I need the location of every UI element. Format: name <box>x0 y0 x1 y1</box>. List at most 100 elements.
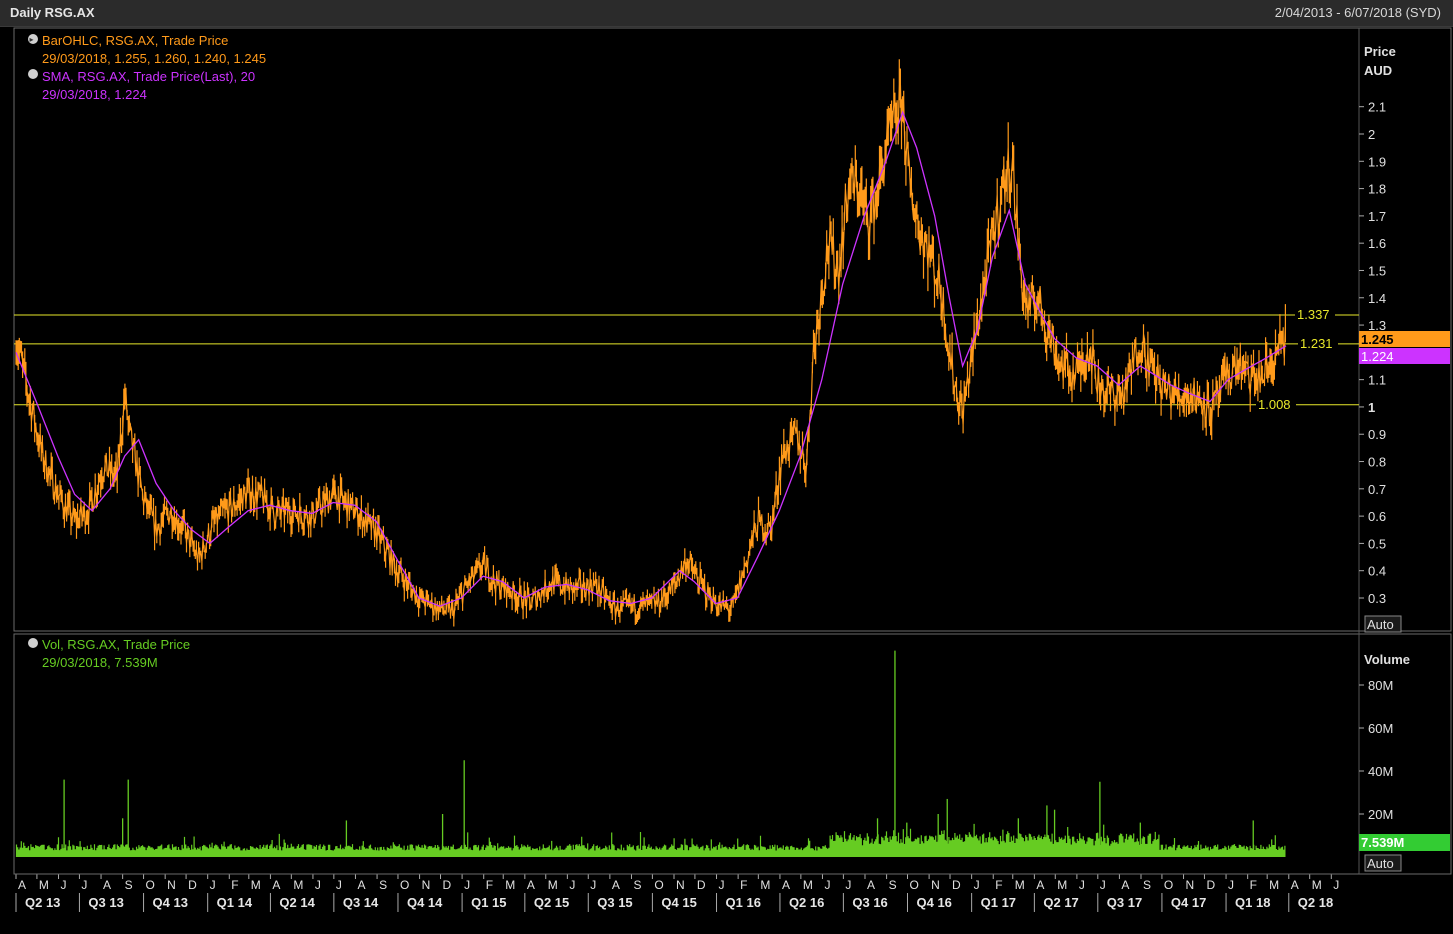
quarter-tick-label: Q4 14 <box>407 895 443 910</box>
month-tick-label: J <box>1333 878 1339 892</box>
quarter-tick-label: Q3 15 <box>597 895 632 910</box>
hline-label-1: 1.231 <box>1300 336 1333 351</box>
month-tick-label: A <box>357 878 365 892</box>
price-tick-label: 0.8 <box>1368 455 1386 470</box>
quarter-tick-label: Q4 15 <box>661 895 696 910</box>
month-tick-label: J <box>1100 878 1106 892</box>
ohlc-legend-icon[interactable] <box>28 34 38 44</box>
month-tick-label: M <box>293 878 303 892</box>
month-tick-label: O <box>400 878 409 892</box>
month-tick-label: J <box>845 878 851 892</box>
price-tick-label: 1.6 <box>1368 236 1386 251</box>
quarter-tick-label: Q4 13 <box>153 895 188 910</box>
month-tick-label: N <box>167 878 176 892</box>
price-tick-label: 0.5 <box>1368 536 1386 551</box>
quarter-tick-label: Q1 16 <box>726 895 761 910</box>
quarter-tick-label: Q3 14 <box>343 895 379 910</box>
vol-legend-label: Vol, RSG.AX, Trade Price <box>42 637 190 652</box>
month-tick-label: M <box>251 878 261 892</box>
month-tick-label: A <box>612 878 620 892</box>
month-tick-label: J <box>81 878 87 892</box>
last-sma-badge-text: 1.224 <box>1361 349 1394 364</box>
hline-label-0: 1.337 <box>1297 307 1330 322</box>
month-tick-label: N <box>1186 878 1195 892</box>
volume-axis-ticks: 20M 40M 60M 80M <box>1359 678 1393 822</box>
month-tick-label: M <box>760 878 770 892</box>
quarter-tick-label: Q4 17 <box>1171 895 1206 910</box>
month-tick-label: J <box>590 878 596 892</box>
title-bar: Daily RSG.AX 2/04/2013 - 6/07/2018 (SYD) <box>0 0 1453 27</box>
month-tick-label: A <box>782 878 790 892</box>
quarter-tick-label: Q3 16 <box>852 895 887 910</box>
price-pane <box>13 27 1452 632</box>
price-axis-unit: AUD <box>1364 63 1392 78</box>
month-tick-label: J <box>974 878 980 892</box>
month-tick-label: S <box>379 878 387 892</box>
sma-legend-values: 29/03/2018, 1.224 <box>42 87 147 102</box>
month-tick-label: A <box>1291 878 1299 892</box>
price-auto-label: Auto <box>1367 617 1394 632</box>
vol-legend-values: 29/03/2018, 7.539M <box>42 655 158 670</box>
price-tick-label: 2 <box>1368 127 1375 142</box>
quarter-tick-label: Q1 18 <box>1235 895 1270 910</box>
date-range: 2/04/2013 - 6/07/2018 (SYD) <box>1274 5 1441 20</box>
price-tick-label: 1 <box>1368 400 1375 415</box>
month-tick-label: J <box>336 878 342 892</box>
month-tick-label: M <box>548 878 558 892</box>
volume-auto-label: Auto <box>1367 856 1394 871</box>
ohlc-legend-values: 29/03/2018, 1.255, 1.260, 1.240, 1.245 <box>42 51 266 66</box>
price-tick-label: 1.9 <box>1368 154 1386 169</box>
quarter-tick-label: Q2 18 <box>1298 895 1333 910</box>
month-tick-label: F <box>1250 878 1257 892</box>
quarter-tick-label: Q1 15 <box>471 895 506 910</box>
quarter-tick-label: Q4 16 <box>917 895 952 910</box>
volume-series <box>15 650 1286 857</box>
quarter-tick-label: Q3 13 <box>88 895 123 910</box>
month-tick-label: A <box>867 878 875 892</box>
month-tick-label: S <box>633 878 641 892</box>
price-volume-chart[interactable]: 1.337 1.231 1.008 0.3 0.4 0.5 0.6 0.7 0.8 0.9 1 1.… <box>0 26 1453 934</box>
sma-line <box>15 110 1287 607</box>
volume-tick-label: 40M <box>1368 764 1393 779</box>
price-tick-label: 1.5 <box>1368 263 1386 278</box>
vol-legend-icon[interactable] <box>28 638 38 648</box>
quarter-tick-label: Q1 17 <box>981 895 1016 910</box>
quarter-tick-label: Q2 14 <box>279 895 315 910</box>
month-tick-label: J <box>569 878 575 892</box>
price-tick-label: 1.8 <box>1368 182 1386 197</box>
volume-axis-title: Volume <box>1364 652 1410 667</box>
quarter-tick-label: Q2 15 <box>534 895 569 910</box>
month-tick-label: M <box>1057 878 1067 892</box>
last-price-badge-text: 1.245 <box>1361 332 1394 347</box>
month-tick-label: J <box>1079 878 1085 892</box>
price-tick-label: 0.7 <box>1368 482 1386 497</box>
hline-label-bg-0 <box>1295 307 1335 322</box>
month-tick-label: M <box>803 878 813 892</box>
last-volume-badge-text: 7.539M <box>1361 835 1404 850</box>
price-auto-button[interactable] <box>1364 615 1402 633</box>
price-tick-label: 0.3 <box>1368 591 1386 606</box>
month-tick-label: N <box>676 878 685 892</box>
sma-legend-icon[interactable] <box>28 69 38 79</box>
month-tick-label: A <box>272 878 280 892</box>
quarter-tick-label: Q1 14 <box>217 895 253 910</box>
month-tick-label: S <box>125 878 133 892</box>
price-tick-label: 1.1 <box>1368 373 1386 388</box>
month-tick-label: J <box>824 878 830 892</box>
month-tick-label: J <box>315 878 321 892</box>
month-tick-label: F <box>231 878 238 892</box>
sma-legend-label: SMA, RSG.AX, Trade Price(Last), 20 <box>42 69 255 84</box>
price-tick-label: 0.9 <box>1368 427 1386 442</box>
month-tick-label: S <box>1143 878 1151 892</box>
month-tick-label: O <box>146 878 155 892</box>
quarter-tick-label: Q3 17 <box>1107 895 1142 910</box>
month-tick-label: J <box>61 878 67 892</box>
month-tick-label: D <box>1206 878 1215 892</box>
hline-label-2: 1.008 <box>1258 397 1291 412</box>
price-axis-ticks: 0.30.40.50.60.70.80.911.11.21.31.41.51.6… <box>1359 100 1386 606</box>
volume-auto-button[interactable] <box>1364 854 1402 872</box>
month-tick-label: N <box>422 878 431 892</box>
month-tick-label: J <box>1228 878 1234 892</box>
ohlc-legend-glyph: ▸ <box>30 35 34 44</box>
